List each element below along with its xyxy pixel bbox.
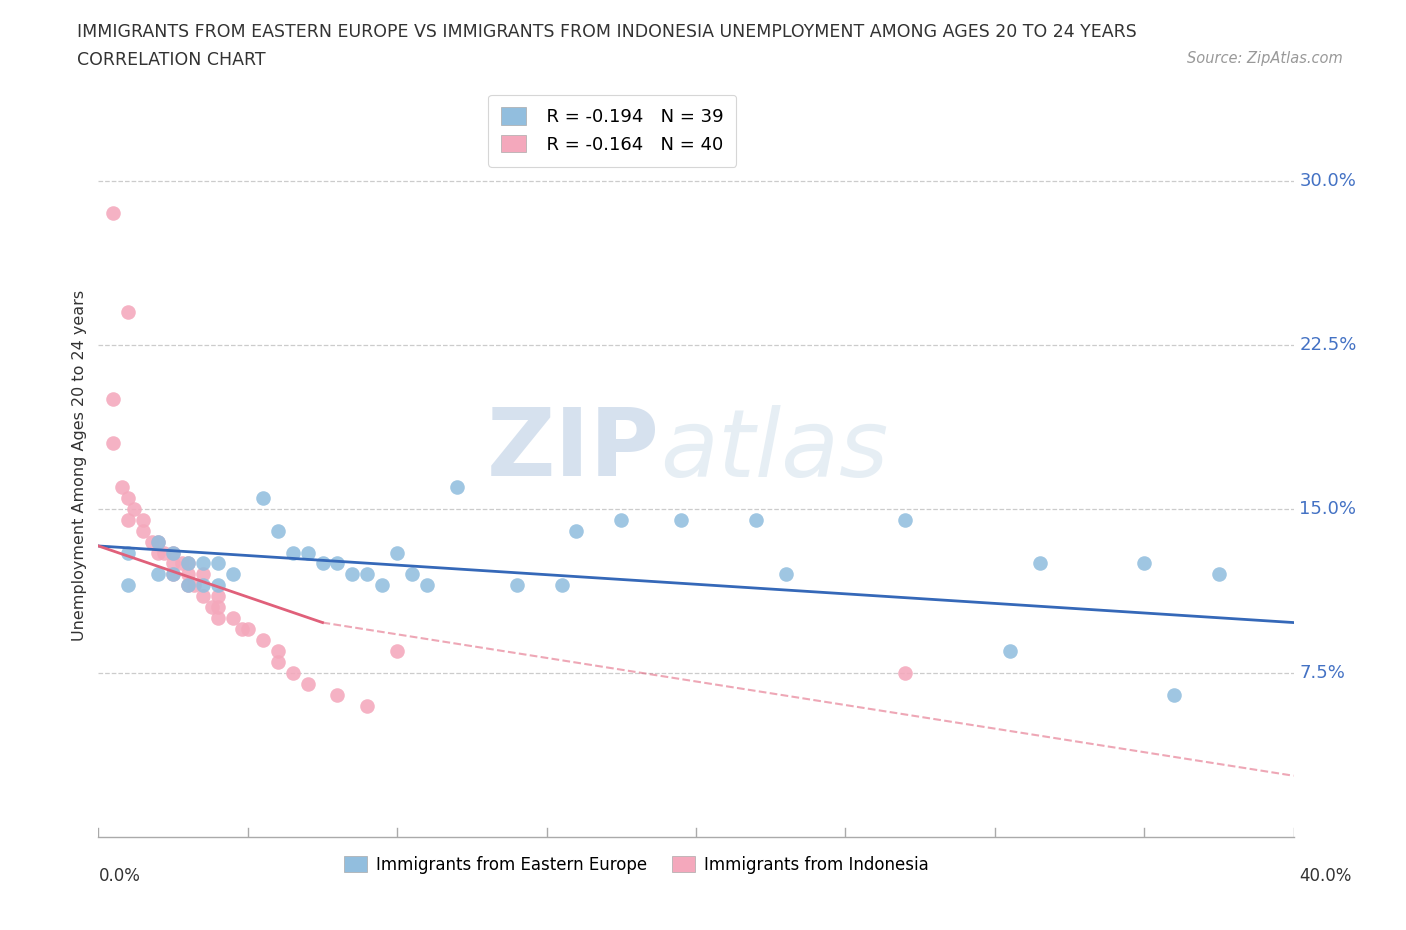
Point bbox=[252, 632, 274, 647]
Point bbox=[326, 556, 349, 571]
Point bbox=[222, 567, 245, 582]
Point bbox=[153, 545, 176, 560]
Point bbox=[207, 578, 229, 592]
Point bbox=[311, 556, 333, 571]
Point bbox=[148, 534, 170, 549]
Point bbox=[281, 666, 304, 681]
Point bbox=[385, 644, 409, 658]
Point bbox=[745, 512, 768, 527]
Point bbox=[124, 501, 146, 516]
Text: 22.5%: 22.5% bbox=[1299, 336, 1357, 353]
Point bbox=[565, 524, 588, 538]
Point bbox=[356, 567, 378, 582]
Point bbox=[550, 578, 572, 592]
Point bbox=[894, 512, 917, 527]
Point bbox=[117, 304, 139, 319]
Legend: Immigrants from Eastern Europe, Immigrants from Indonesia: Immigrants from Eastern Europe, Immigran… bbox=[337, 849, 935, 881]
Point bbox=[669, 512, 692, 527]
Point bbox=[183, 578, 205, 592]
Point bbox=[385, 545, 409, 560]
Point bbox=[231, 621, 253, 636]
Text: Source: ZipAtlas.com: Source: ZipAtlas.com bbox=[1187, 51, 1343, 66]
Point bbox=[252, 490, 274, 505]
Point bbox=[172, 556, 194, 571]
Point bbox=[141, 534, 163, 549]
Text: 7.5%: 7.5% bbox=[1299, 664, 1346, 682]
Point bbox=[446, 480, 468, 495]
Point bbox=[162, 567, 184, 582]
Text: 40.0%: 40.0% bbox=[1299, 867, 1353, 884]
Point bbox=[177, 556, 200, 571]
Point bbox=[191, 589, 214, 604]
Point bbox=[162, 545, 184, 560]
Text: CORRELATION CHART: CORRELATION CHART bbox=[77, 51, 266, 69]
Point bbox=[342, 567, 364, 582]
Text: 15.0%: 15.0% bbox=[1299, 499, 1357, 518]
Point bbox=[132, 524, 155, 538]
Point bbox=[326, 687, 349, 702]
Point bbox=[610, 512, 633, 527]
Text: 30.0%: 30.0% bbox=[1299, 171, 1357, 190]
Point bbox=[506, 578, 529, 592]
Point bbox=[1208, 567, 1230, 582]
Y-axis label: Unemployment Among Ages 20 to 24 years: Unemployment Among Ages 20 to 24 years bbox=[72, 289, 87, 641]
Point bbox=[236, 621, 259, 636]
Point bbox=[177, 578, 200, 592]
Point bbox=[162, 545, 184, 560]
Point bbox=[177, 556, 200, 571]
Point bbox=[162, 556, 184, 571]
Point bbox=[281, 545, 304, 560]
Point bbox=[267, 644, 290, 658]
Text: ZIP: ZIP bbox=[488, 405, 661, 496]
Point bbox=[177, 578, 200, 592]
Point bbox=[117, 545, 139, 560]
Point bbox=[132, 512, 155, 527]
Point bbox=[148, 545, 170, 560]
Point bbox=[401, 567, 423, 582]
Point bbox=[111, 480, 134, 495]
Text: 0.0%: 0.0% bbox=[98, 867, 141, 884]
Point bbox=[356, 698, 378, 713]
Point bbox=[207, 600, 229, 615]
Point bbox=[207, 589, 229, 604]
Point bbox=[297, 545, 319, 560]
Point bbox=[117, 490, 139, 505]
Point bbox=[148, 567, 170, 582]
Point bbox=[998, 644, 1021, 658]
Point bbox=[267, 524, 290, 538]
Point bbox=[222, 611, 245, 626]
Point bbox=[1028, 556, 1050, 571]
Point bbox=[207, 611, 229, 626]
Point bbox=[267, 655, 290, 670]
Point bbox=[103, 206, 125, 220]
Point bbox=[191, 567, 214, 582]
Point bbox=[297, 676, 319, 691]
Point bbox=[1133, 556, 1156, 571]
Text: atlas: atlas bbox=[661, 405, 889, 496]
Point bbox=[177, 567, 200, 582]
Point bbox=[775, 567, 797, 582]
Point bbox=[117, 578, 139, 592]
Point bbox=[103, 435, 125, 450]
Point bbox=[117, 512, 139, 527]
Point bbox=[894, 666, 917, 681]
Point bbox=[162, 567, 184, 582]
Point bbox=[103, 392, 125, 406]
Text: IMMIGRANTS FROM EASTERN EUROPE VS IMMIGRANTS FROM INDONESIA UNEMPLOYMENT AMONG A: IMMIGRANTS FROM EASTERN EUROPE VS IMMIGR… bbox=[77, 23, 1137, 41]
Point bbox=[207, 556, 229, 571]
Point bbox=[371, 578, 394, 592]
Point bbox=[201, 600, 224, 615]
Point bbox=[416, 578, 439, 592]
Point bbox=[191, 578, 214, 592]
Point bbox=[1163, 687, 1185, 702]
Point bbox=[148, 534, 170, 549]
Point bbox=[191, 556, 214, 571]
